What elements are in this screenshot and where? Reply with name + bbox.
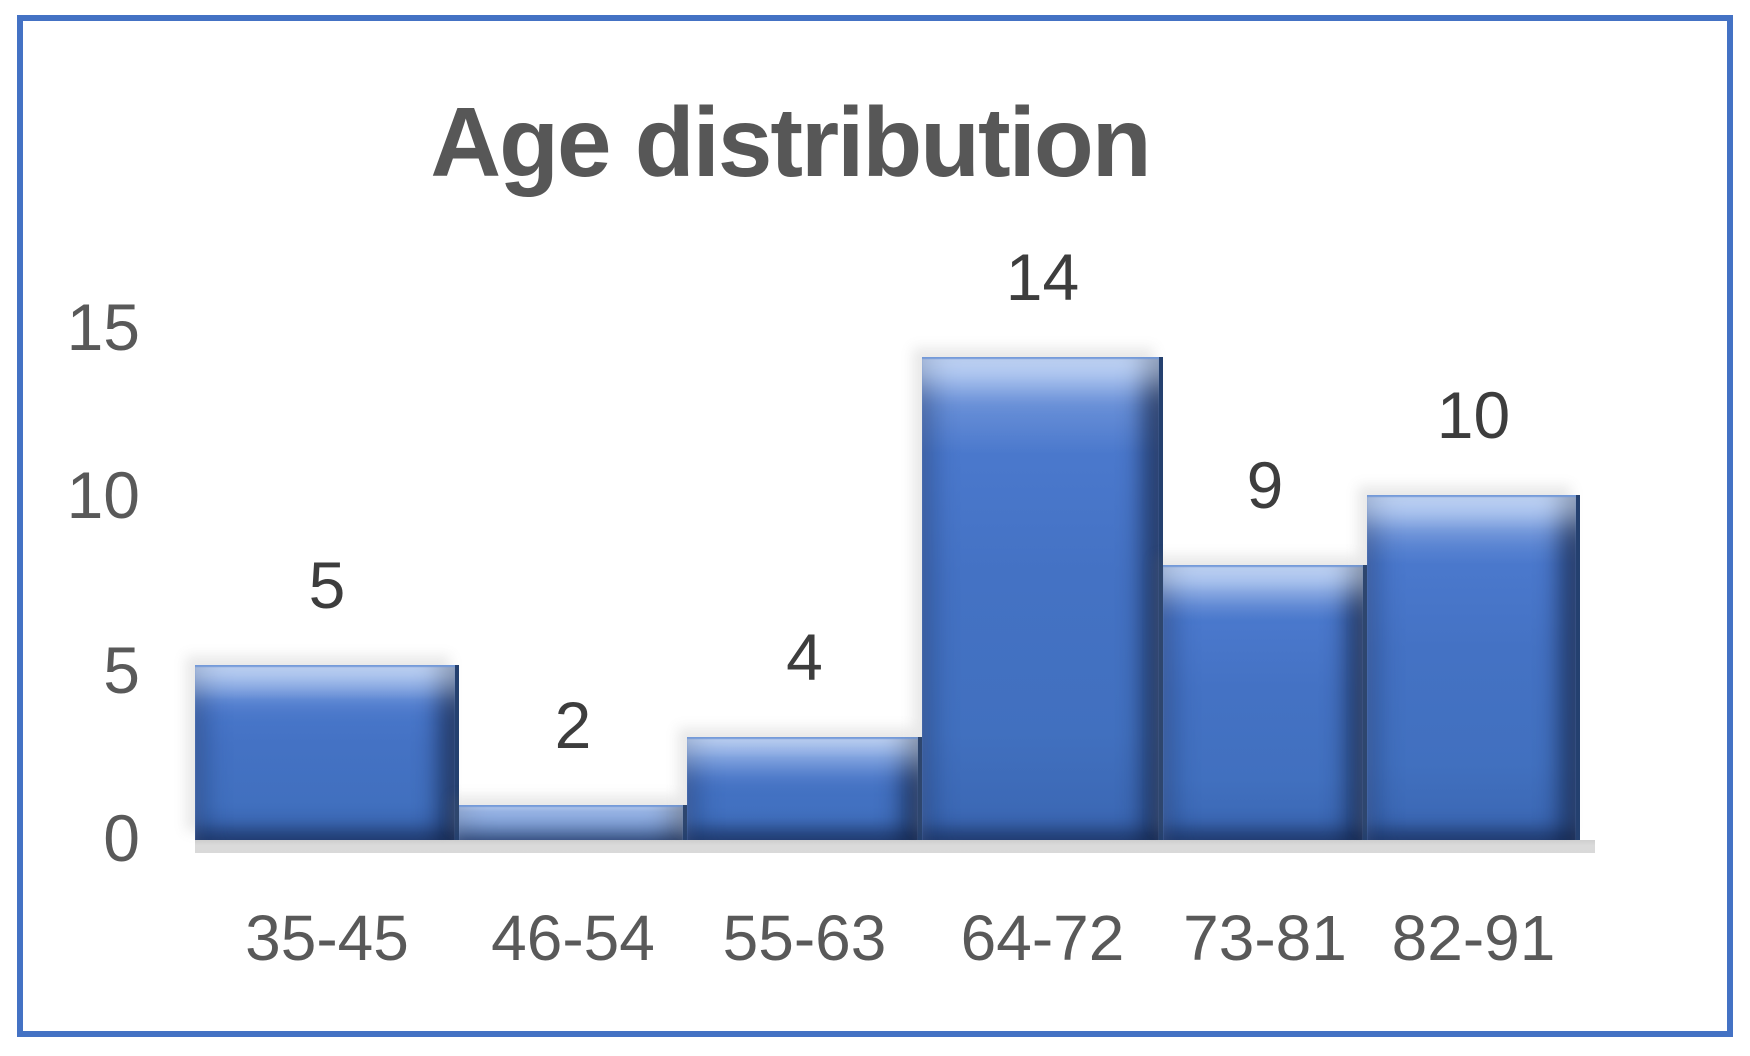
x-tick-label: 73-81	[1183, 902, 1347, 974]
x-tick-label: 82-91	[1391, 902, 1556, 974]
x-axis-baseline-strip	[195, 840, 1595, 853]
bar-data-label: 14	[1005, 240, 1080, 314]
chart-border-frame	[17, 15, 1733, 1037]
bar-data-label: 5	[308, 548, 346, 622]
x-tick-label: 55-63	[722, 902, 887, 974]
y-tick-label: 10	[66, 458, 140, 532]
x-tick-label: 64-72	[960, 902, 1125, 974]
bar	[1163, 565, 1367, 840]
y-tick-label: 15	[66, 290, 140, 364]
bar-data-label: 10	[1436, 378, 1511, 452]
chart-title: Age distribution	[430, 87, 1151, 197]
x-tick-label: 46-54	[491, 902, 655, 974]
bar	[1367, 495, 1580, 840]
bar-data-label: 4	[786, 620, 823, 694]
x-tick-label: 35-45	[245, 902, 409, 974]
bar-data-label: 2	[554, 688, 592, 762]
bar	[195, 665, 459, 840]
y-tick-label: 5	[103, 633, 140, 707]
bar	[687, 737, 922, 840]
bar	[459, 805, 687, 840]
bar-data-label: 9	[1246, 448, 1284, 522]
bar	[922, 357, 1163, 840]
y-tick-label: 0	[103, 801, 140, 875]
